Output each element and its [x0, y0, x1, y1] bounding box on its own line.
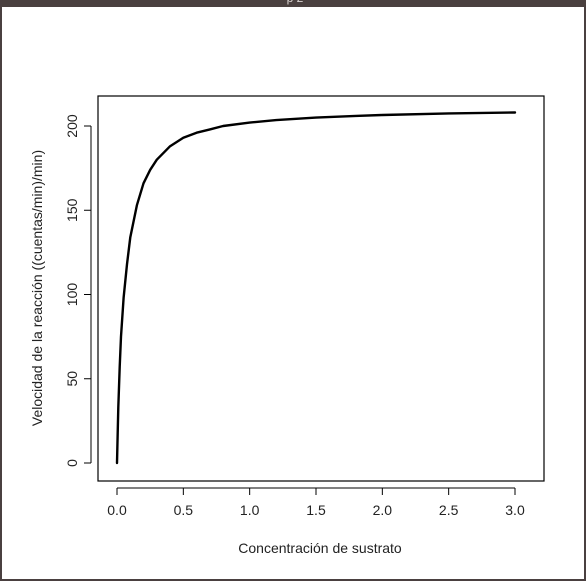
y-tick-label: 200: [64, 114, 80, 138]
y-tick-label: 100: [64, 283, 80, 307]
y-tick-label: 50: [64, 371, 80, 387]
y-axis: 0 50 100 150 200: [64, 114, 92, 467]
y-tick-label: 0: [64, 459, 80, 467]
plot-box: [97, 95, 545, 482]
header-fragment: p 2: [2, 0, 586, 5]
x-tick-label: 1.0: [240, 502, 260, 518]
top-band: p 2: [2, 0, 586, 7]
series-line: [115, 111, 517, 465]
x-axis: 0.0 0.5 1.0 1.5 2.0 2.5 3.0: [107, 487, 525, 518]
y-tick-label: 150: [64, 198, 80, 222]
x-tick-label: 0.5: [174, 502, 194, 518]
x-tick-label: 2.0: [373, 502, 393, 518]
x-axis-label: Concentración de sustrato: [238, 540, 402, 556]
y-axis-label: Velocidad de la reacción ((cuentas/min)/…: [29, 150, 45, 426]
x-tick-label: 2.5: [439, 502, 459, 518]
x-tick-label: 1.5: [306, 502, 326, 518]
x-tick-label: 3.0: [505, 502, 525, 518]
x-tick-label: 0.0: [107, 502, 127, 518]
